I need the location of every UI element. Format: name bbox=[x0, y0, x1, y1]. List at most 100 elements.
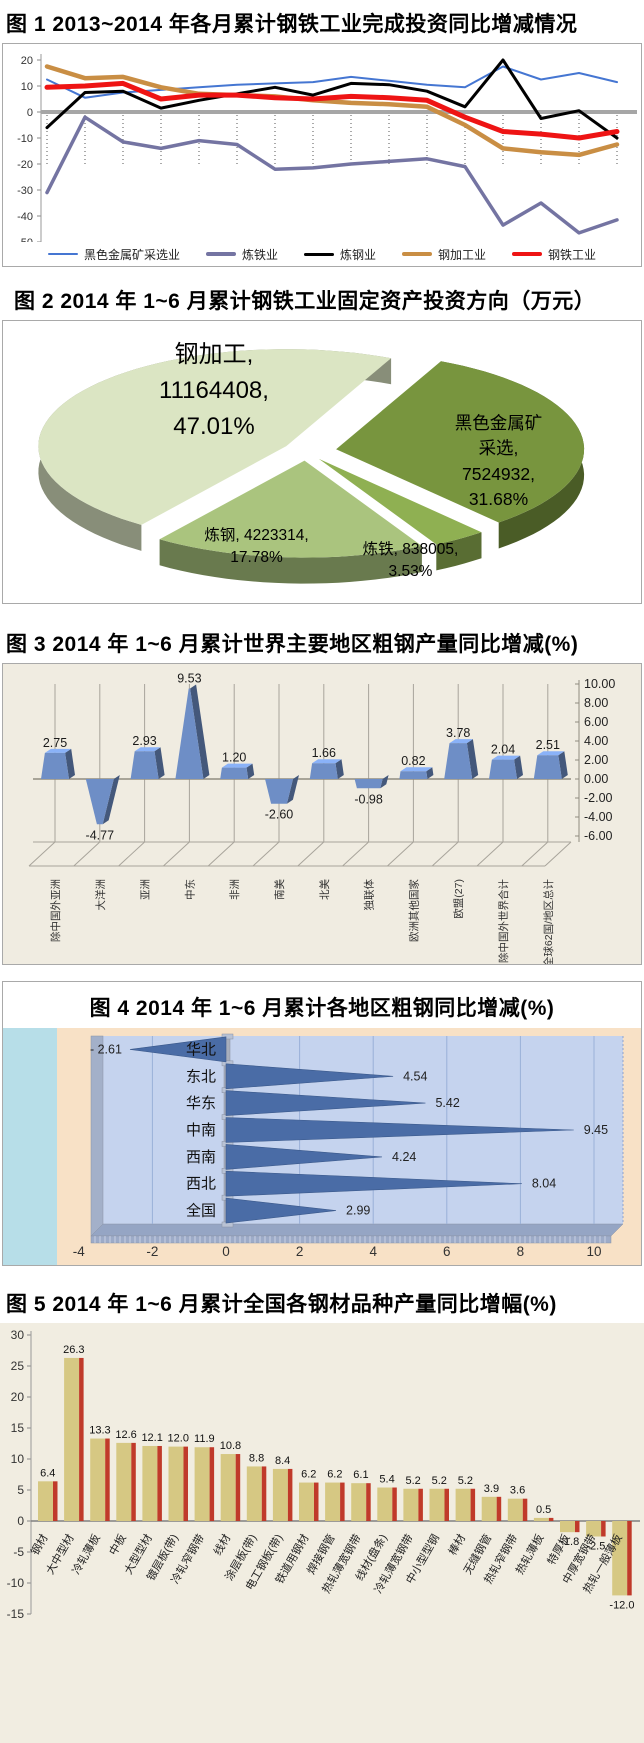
bar-side bbox=[575, 1521, 580, 1533]
bar-side bbox=[426, 767, 434, 779]
bar-side bbox=[548, 1517, 554, 1521]
x-tick-label: 8 bbox=[517, 1244, 525, 1259]
value-label: 4.24 bbox=[392, 1150, 416, 1164]
bar bbox=[429, 1488, 445, 1521]
legend-swatch bbox=[47, 253, 78, 255]
y-tick-label: -40 bbox=[17, 211, 33, 223]
bar-side bbox=[601, 1521, 606, 1537]
category-label: 中东 bbox=[183, 879, 196, 900]
value-label: 3.6 bbox=[510, 1485, 525, 1497]
legend-label: 钢加工业 bbox=[438, 247, 487, 262]
bar-side bbox=[131, 1442, 136, 1521]
bar-side bbox=[79, 1357, 84, 1521]
value-label: -1.8 bbox=[560, 1536, 579, 1548]
bar-top bbox=[134, 747, 161, 752]
figure-3: 图 3 2014 年 1~6 月累计世界主要地区粗钢产量同比增减(%) 10.0… bbox=[0, 620, 644, 965]
cone-bar bbox=[225, 1063, 394, 1090]
value-label: 5.42 bbox=[435, 1096, 459, 1110]
bar bbox=[116, 1442, 132, 1521]
value-label: -0.98 bbox=[354, 792, 383, 806]
legend-label: 炼铁业 bbox=[241, 247, 278, 262]
bar bbox=[560, 1521, 575, 1533]
y-tick-label: 5 bbox=[17, 1483, 24, 1497]
bar-side bbox=[418, 1488, 423, 1521]
pie-label: 黑色金属矿 采选, 7524932, 31.68% bbox=[454, 413, 543, 510]
y-tick-label: 30 bbox=[11, 1328, 25, 1342]
value-label: -2.60 bbox=[265, 808, 294, 822]
value-label: 2.75 bbox=[43, 736, 67, 750]
category-label: 南美 bbox=[273, 879, 286, 900]
bar bbox=[194, 1447, 210, 1521]
bar-side bbox=[380, 775, 389, 789]
figure2-chart-box: 黑色金属矿 采选, 7524932, 31.68% 炼铁, 838005, 3.5… bbox=[2, 320, 642, 604]
figure1-chart-box: 20 10 0 -10 -20 -30 -40 -50 黑色金属矿采选业 炼铁业 炼钢业 钢加工业 钢… bbox=[2, 43, 642, 267]
value-label: 12.1 bbox=[141, 1432, 162, 1444]
cone-bar bbox=[225, 1144, 383, 1170]
figure1-title: 图 1 2013~2014 年各月累计钢铁工业完成投资同比增减情况 bbox=[6, 13, 578, 36]
bar-side bbox=[335, 759, 344, 779]
y-tick-label: 15 bbox=[11, 1421, 25, 1435]
bar-side bbox=[190, 684, 210, 779]
line-series-4 bbox=[44, 80, 620, 141]
plot-background bbox=[0, 1323, 644, 1743]
y-tick-label: -5 bbox=[13, 1545, 24, 1559]
bar-side bbox=[558, 751, 568, 779]
value-label: 9.45 bbox=[584, 1123, 608, 1137]
pie-slice bbox=[318, 458, 482, 545]
legend-item: 黑色金属矿采选业 bbox=[47, 246, 180, 263]
value-label: 2.04 bbox=[491, 743, 515, 757]
bar-top bbox=[449, 739, 473, 744]
cone-bar bbox=[225, 1117, 574, 1143]
x-tick-label: 0 bbox=[222, 1244, 230, 1259]
bar-side bbox=[235, 1454, 241, 1521]
x-tick-label: 4 bbox=[369, 1244, 377, 1259]
bar bbox=[351, 1483, 367, 1521]
value-label: 4.54 bbox=[403, 1069, 427, 1083]
bar-side bbox=[470, 1488, 476, 1521]
value-label: 6.2 bbox=[301, 1469, 316, 1481]
bar-side bbox=[287, 1468, 293, 1521]
figure3-chart-box: 10.00 8.00 6.00 4.00 2.00 0.00 -2.00 -4.00 -6.00… bbox=[2, 663, 642, 965]
y-tick-label: -20 bbox=[17, 159, 33, 171]
bar-side bbox=[514, 755, 523, 779]
bar-side bbox=[314, 1482, 319, 1521]
value-label: 1.66 bbox=[312, 746, 336, 760]
figure-5: 图 5 2014 年 1~6 月累计全国各钢材品种产量同比增幅(%) 30 25 2… bbox=[0, 1280, 644, 1743]
y-tick-label: -6.00 bbox=[584, 829, 613, 843]
bar-top bbox=[537, 751, 565, 756]
bar bbox=[220, 1454, 236, 1521]
bar-side bbox=[246, 763, 255, 779]
legend-item: 钢铁工业 bbox=[512, 246, 596, 263]
value-label: 6.4 bbox=[40, 1467, 55, 1479]
value-label: 1.20 bbox=[222, 751, 246, 765]
bar bbox=[399, 771, 428, 779]
category-label: 全球62国/地区总计 bbox=[542, 879, 555, 964]
line-series-0 bbox=[46, 65, 618, 99]
line-series-2 bbox=[45, 58, 619, 140]
category-label: 非洲 bbox=[229, 879, 241, 900]
x-tick-label: -2 bbox=[146, 1244, 158, 1259]
bar-top bbox=[44, 748, 72, 753]
y-tick-label: 10.00 bbox=[584, 677, 615, 691]
value-label: 0.5 bbox=[536, 1504, 551, 1516]
bar bbox=[90, 1438, 106, 1521]
value-label: 2.99 bbox=[346, 1204, 370, 1218]
category-label: 除中国外亚洲 bbox=[49, 879, 62, 942]
legend-label: 黑色金属矿采选业 bbox=[83, 247, 180, 262]
bar bbox=[489, 759, 517, 779]
bar bbox=[246, 1466, 262, 1521]
bar-side bbox=[157, 1445, 162, 1521]
y-tick-label: -50 bbox=[17, 237, 33, 242]
bar bbox=[481, 1496, 497, 1521]
x-tick-label: -4 bbox=[73, 1244, 85, 1259]
value-label: 5.2 bbox=[458, 1475, 473, 1487]
bar-side bbox=[496, 1496, 502, 1521]
y-tick-label: -30 bbox=[17, 185, 33, 197]
category-label: 西南 bbox=[186, 1149, 216, 1166]
bar bbox=[533, 755, 562, 779]
category-label: 西北 bbox=[186, 1176, 216, 1193]
bar-side bbox=[340, 1482, 345, 1521]
figure2-title: 图 2 2014 年 1~6 月累计钢铁工业固定资产投资方向（万元） bbox=[14, 290, 596, 313]
bar-side bbox=[154, 747, 165, 779]
bar bbox=[377, 1487, 393, 1521]
